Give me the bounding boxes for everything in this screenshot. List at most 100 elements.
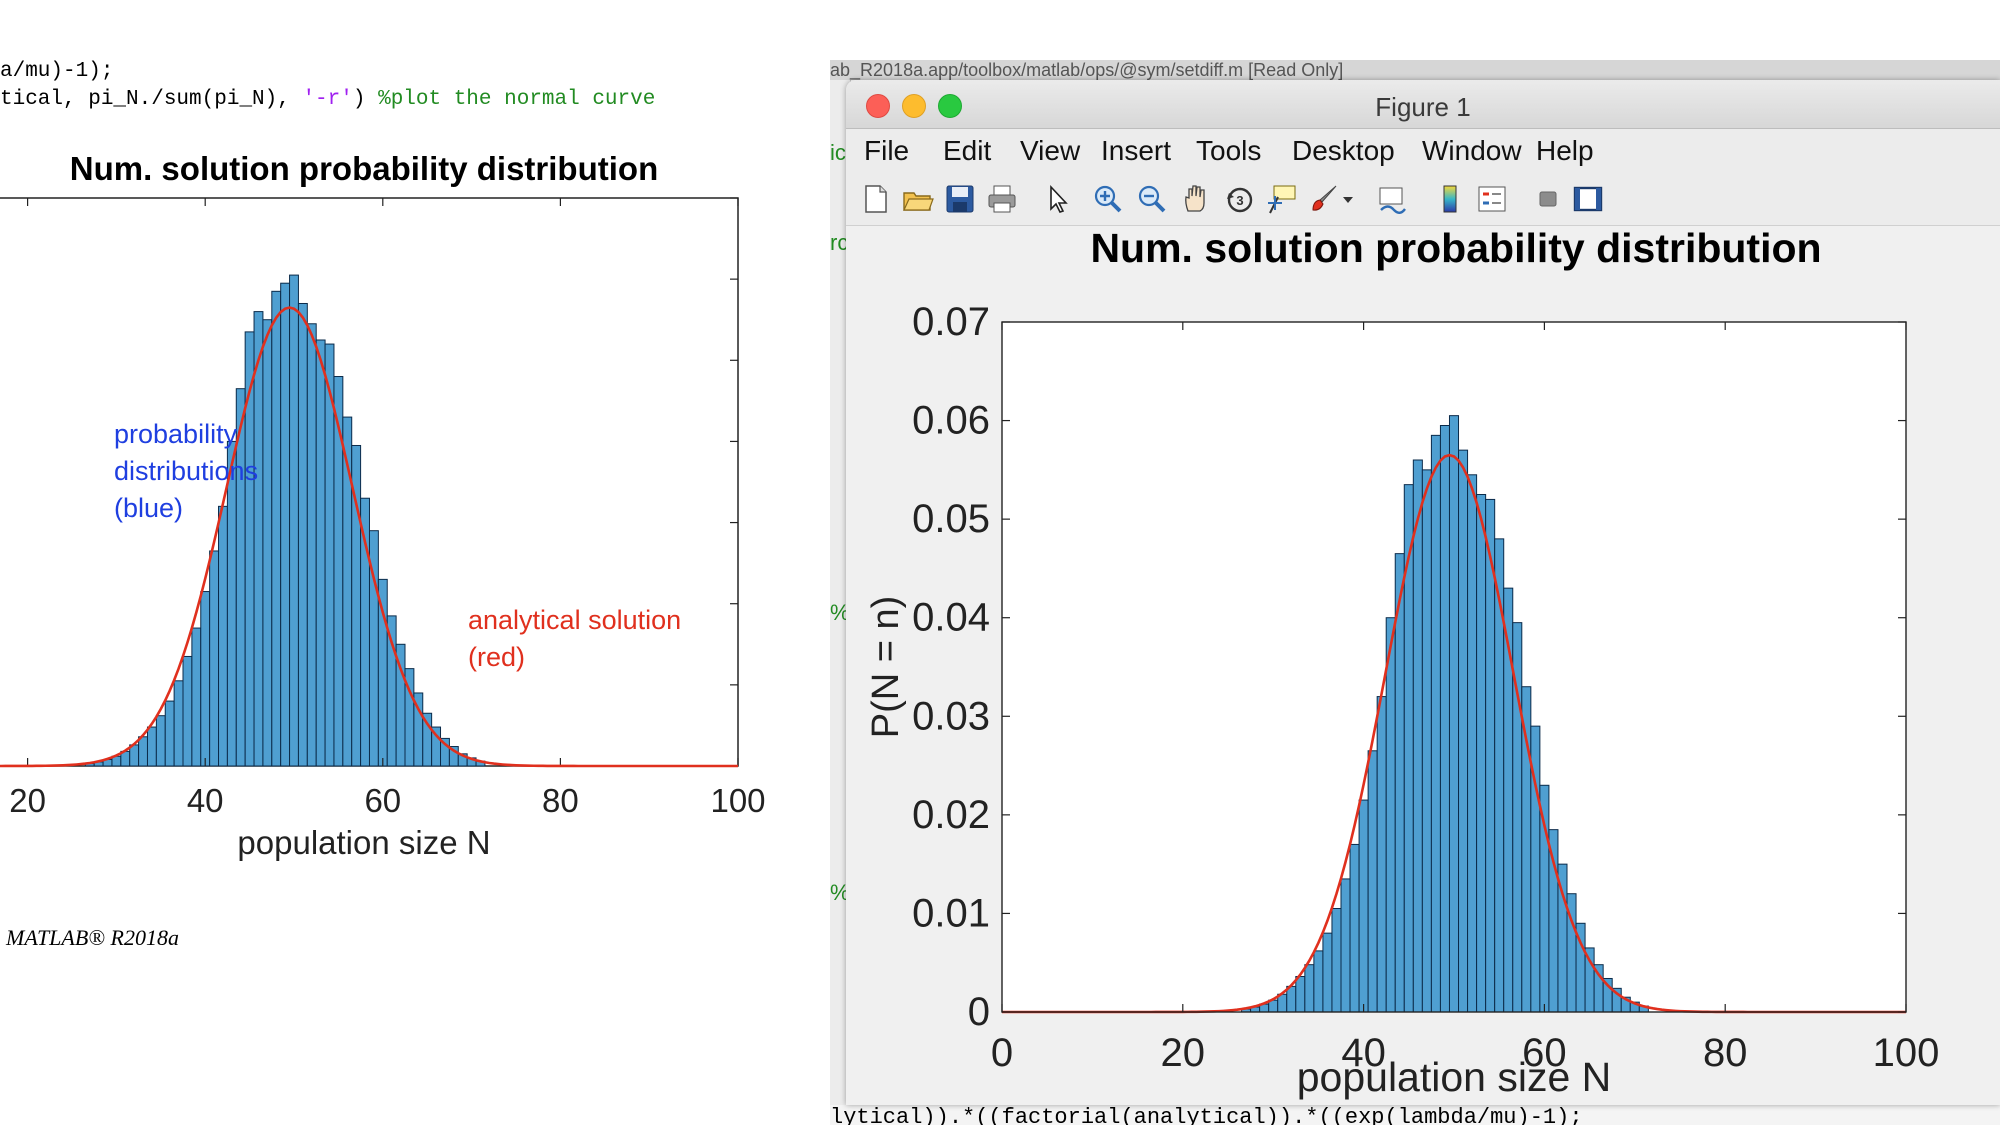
zoom-out-icon[interactable]: [1136, 183, 1168, 215]
menu-edit[interactable]: Edit: [943, 135, 992, 166]
annotation-blue: probability distributions (blue): [114, 419, 258, 523]
x-tick-label: 40: [187, 782, 224, 819]
histogram-bar: [1376, 696, 1387, 1013]
window-titlebar[interactable]: Figure 1: [846, 80, 2000, 129]
menu-tools[interactable]: Tools: [1196, 135, 1262, 166]
background-editor-path: ab_R2018a.app/toolbox/matlab/ops/@sym/se…: [830, 60, 2000, 80]
histogram-bar: [138, 736, 148, 767]
menu-help[interactable]: Help: [1536, 135, 1594, 166]
print-icon[interactable]: [986, 183, 1018, 215]
zoom-in-icon[interactable]: [1092, 183, 1124, 215]
menu-window[interactable]: Window: [1422, 135, 1522, 166]
histogram-bar: [244, 331, 255, 767]
data-cursor-icon[interactable]: [1266, 183, 1298, 215]
histogram-bar: [271, 290, 282, 767]
legend-icon[interactable]: [1476, 183, 1508, 215]
histogram-bar: [315, 339, 326, 767]
background-editor-code: lytical)).*((factorial(analytical)).*((e…: [830, 1105, 2000, 1125]
y-tick-label: 0.01: [912, 891, 990, 935]
histogram-bar: [191, 627, 202, 767]
new-figure-icon[interactable]: [860, 183, 892, 215]
histogram-bar: [235, 388, 246, 767]
y-tick-label: 0.03: [912, 694, 990, 738]
menu-insert[interactable]: Insert: [1101, 135, 1172, 166]
histogram-bar: [280, 282, 291, 767]
histogram-bar: [1349, 843, 1360, 1013]
annotation-blue-line-1: probability: [114, 419, 238, 449]
x-tick-label: 20: [1161, 1031, 1206, 1075]
histogram-bar: [164, 700, 175, 767]
histogram-bar: [155, 715, 166, 767]
brush-dropdown-icon[interactable]: [1338, 183, 1358, 215]
histogram-bar: [182, 655, 193, 767]
histogram-bar: [1476, 494, 1487, 1013]
annotation-red-line-1: analytical solution: [468, 605, 681, 635]
histogram-bar: [1340, 878, 1351, 1013]
y-tick-label: 0.07: [912, 300, 990, 344]
histogram-bar: [262, 319, 273, 767]
histogram-bar: [1367, 750, 1378, 1013]
code-paren: ): [352, 88, 379, 111]
histogram-bar: [297, 302, 308, 767]
figure-toolbar: 3: [846, 171, 2000, 226]
open-file-icon[interactable]: [902, 183, 934, 215]
left-plot-title: Num. solution probability distribution: [70, 150, 658, 187]
left-plot-bars: [84, 274, 486, 767]
menu-file[interactable]: File: [864, 135, 910, 166]
histogram-bar: [289, 274, 299, 767]
histogram-bar: [1430, 434, 1441, 1013]
left-plot-x-tick-labels: 20 40 60 80 100: [9, 782, 765, 819]
left-plot-ticks: [27, 197, 739, 766]
x-tick-label: 40: [1341, 1031, 1386, 1075]
chart-x-axis-label: population size N: [1297, 1054, 1612, 1100]
histogram-bar: [306, 323, 317, 767]
histogram-bar: [1304, 964, 1315, 1013]
hide-plot-tools-icon[interactable]: [1532, 183, 1564, 215]
save-icon[interactable]: [944, 183, 976, 215]
chart-bars: [1241, 415, 1649, 1013]
x-tick-label: 80: [542, 782, 579, 819]
histogram-bar: [1394, 553, 1405, 1013]
y-tick-label: 0.02: [912, 793, 990, 837]
chart-title: Num. solution probability distribution: [1090, 226, 1821, 271]
matlab-desktop: ab_R2018a.app/toolbox/matlab/ops/@sym/se…: [830, 60, 2000, 1125]
code-comment: %plot the normal curve: [378, 88, 656, 111]
matlab-version-label: MATLAB® R2018a: [6, 925, 179, 950]
left-plot-xlabel: population size N: [237, 824, 490, 861]
pointer-icon[interactable]: [1042, 183, 1074, 215]
left-plot-figure: Num. solution probability distribution 2…: [0, 150, 766, 861]
y-tick-label: 0.05: [912, 497, 990, 541]
pan-icon[interactable]: [1180, 183, 1212, 215]
minimize-window-button[interactable]: [902, 94, 926, 118]
svg-text:3: 3: [1236, 193, 1243, 208]
annotation-red: analytical solution (red): [468, 605, 681, 672]
window-title: Figure 1: [1375, 92, 1471, 122]
code-string: '-r': [302, 88, 353, 111]
chart-ticks: [1001, 321, 1907, 1013]
histogram-bar: [209, 550, 220, 767]
close-window-button[interactable]: [866, 94, 890, 118]
left-plot-normal-curve: [0, 306, 738, 768]
y-tick-label: 0: [968, 990, 990, 1034]
histogram-bar: [1385, 617, 1396, 1013]
x-tick-label: 20: [9, 782, 46, 819]
menu-desktop[interactable]: Desktop: [1292, 135, 1395, 166]
x-tick-label: 60: [364, 782, 401, 819]
histogram-bar: [1439, 425, 1450, 1013]
chart-y-axis-label: P(N = n): [865, 596, 907, 739]
brush-icon[interactable]: [1308, 183, 1340, 215]
menu-view[interactable]: View: [1020, 135, 1081, 166]
code-call: tical, pi_N./sum(pi_N),: [0, 88, 303, 111]
histogram-bar: [1358, 799, 1369, 1013]
link-plot-icon[interactable]: [1376, 183, 1408, 215]
show-plot-tools-icon[interactable]: [1572, 183, 1604, 215]
histogram-bar: [1467, 474, 1478, 1013]
histogram-bar: [146, 726, 157, 767]
background-fragment: ic: [830, 140, 846, 165]
zoom-window-button[interactable]: [938, 94, 962, 118]
colorbar-icon[interactable]: [1434, 183, 1466, 215]
rotate-3d-icon[interactable]: 3: [1224, 183, 1256, 215]
histogram-bar: [226, 440, 237, 767]
annotation-blue-line-3: (blue): [114, 493, 183, 523]
histogram-bar: [1295, 976, 1306, 1013]
